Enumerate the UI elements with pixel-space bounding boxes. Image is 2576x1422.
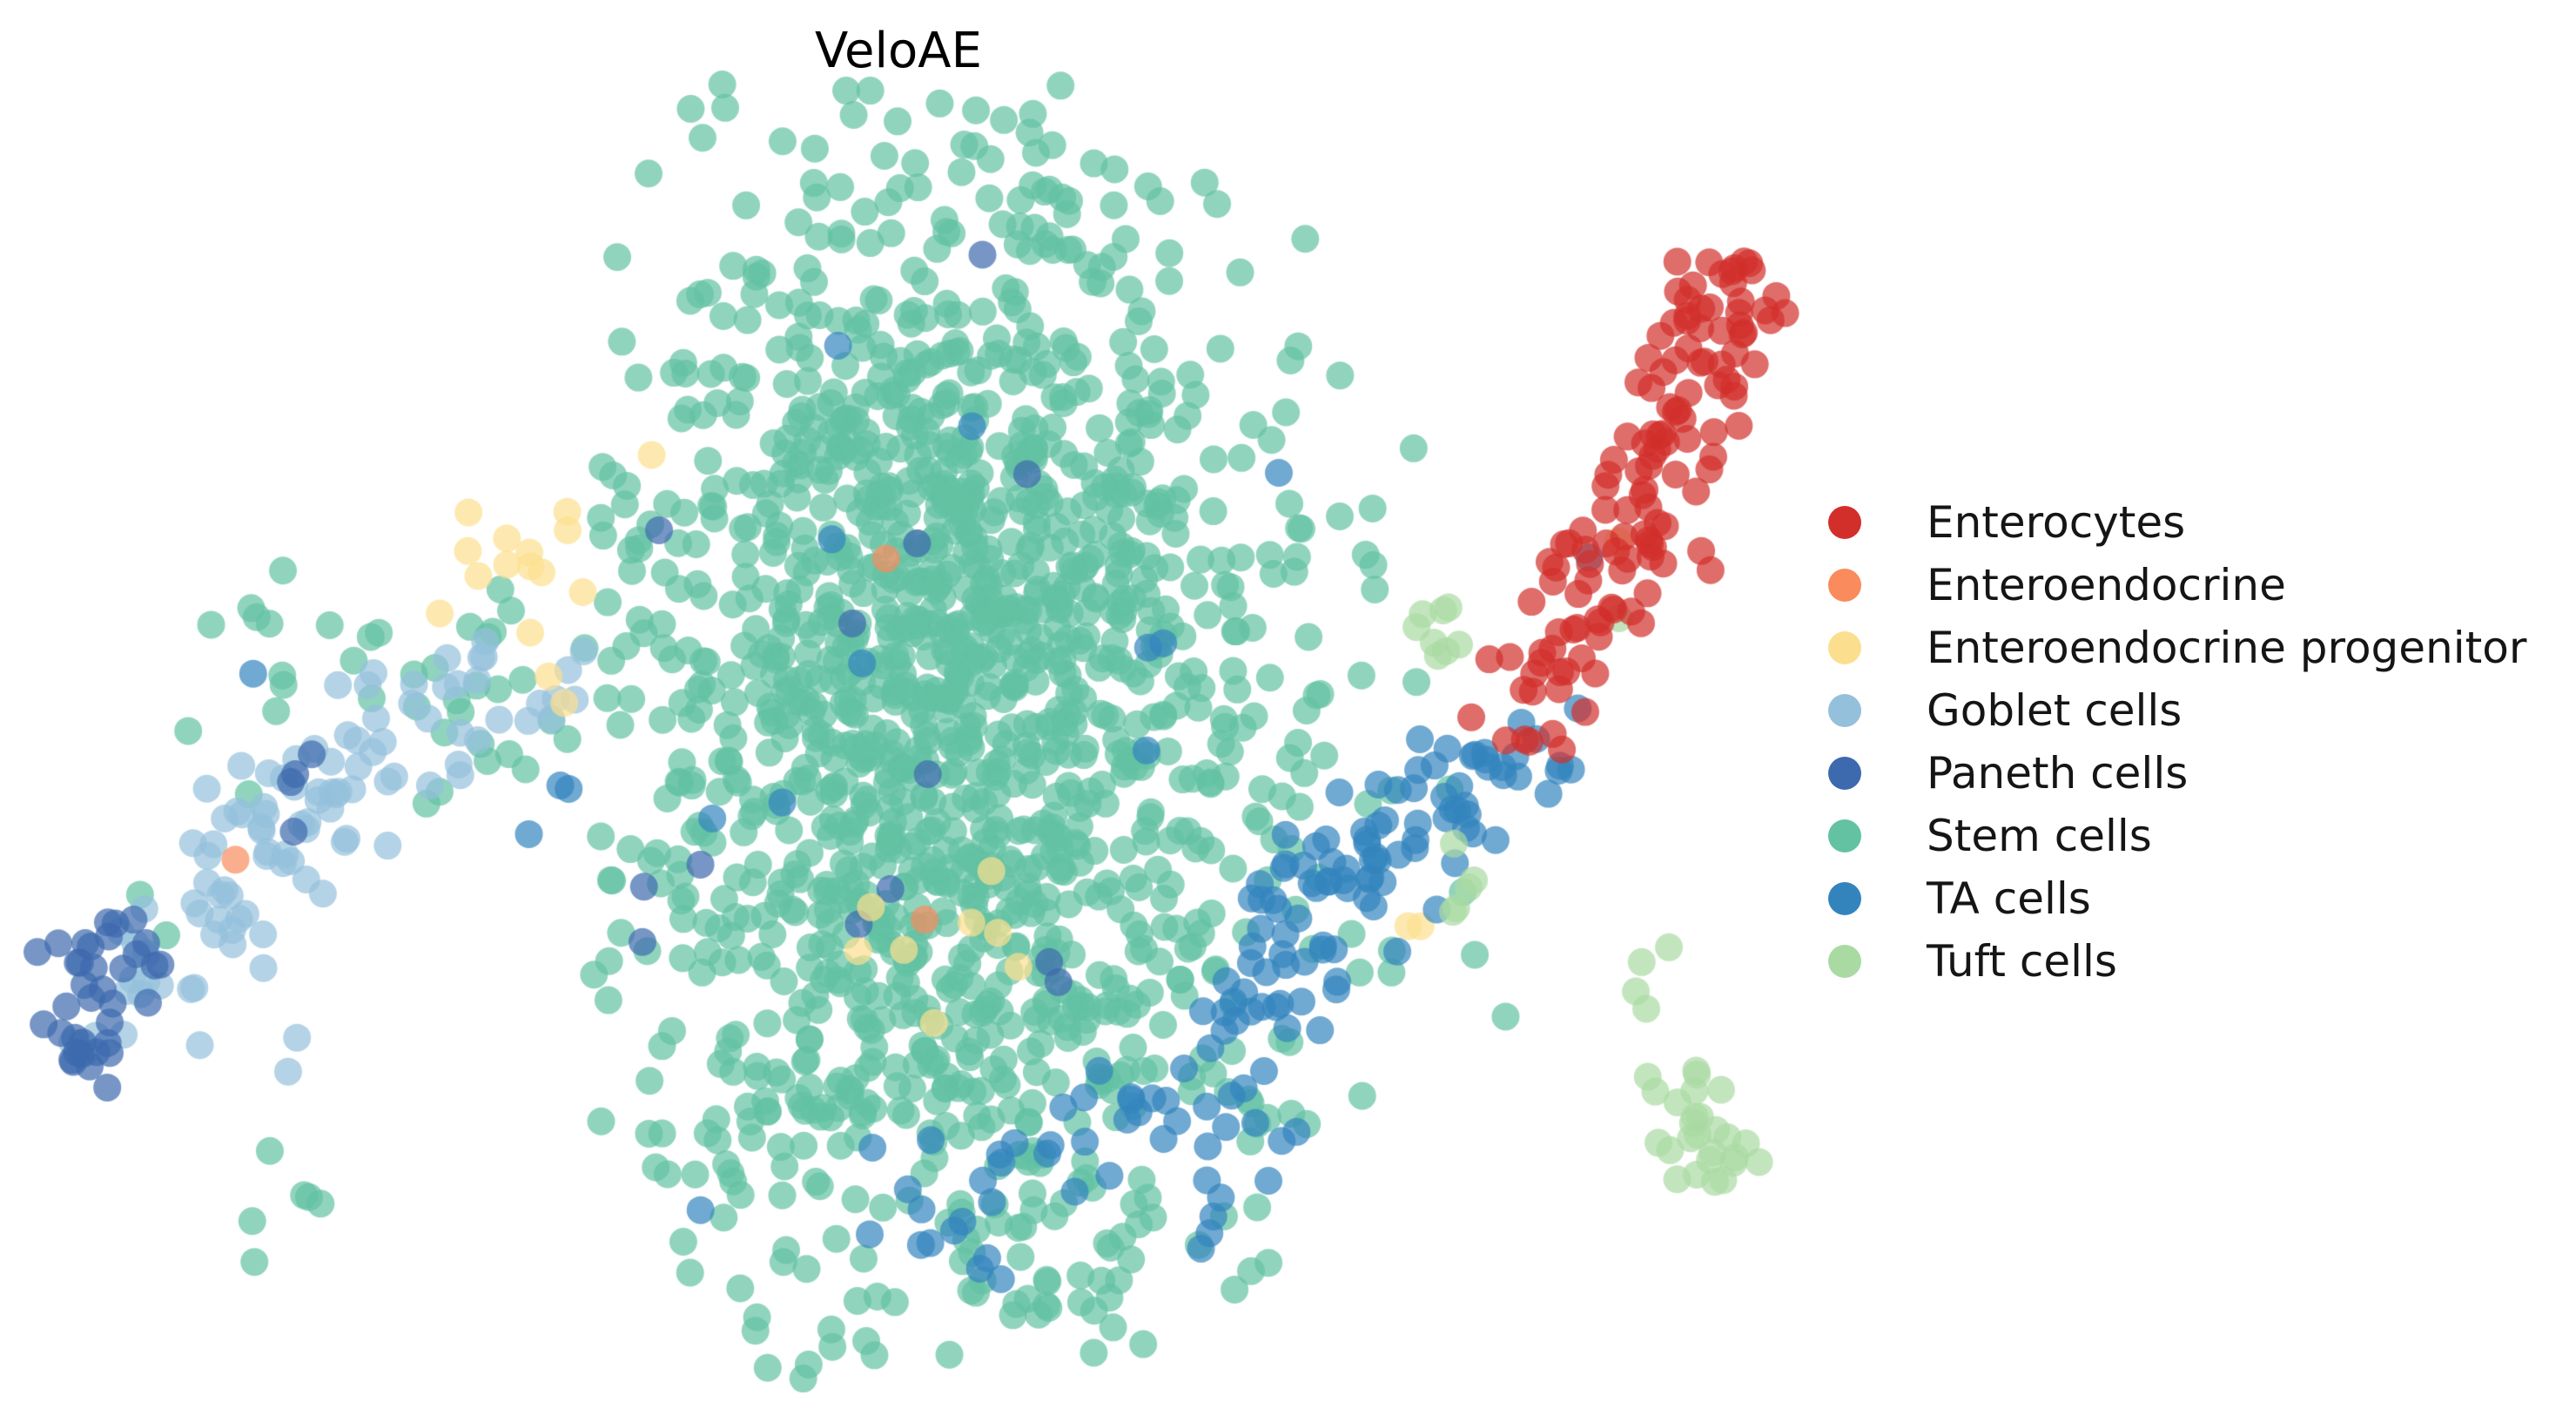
legend-label: TA cells <box>1927 873 2091 924</box>
legend-item-enteroendocrine-progenitor: Enteroendocrine progenitor <box>1828 617 2526 679</box>
legend-item-stem-cells: Stem cells <box>1828 805 2526 867</box>
legend-item-tuft-cells: Tuft cells <box>1828 930 2526 993</box>
legend-marker-icon <box>1828 882 1861 915</box>
legend-label: Enteroendocrine progenitor <box>1927 623 2527 673</box>
legend-item-paneth-cells: Paneth cells <box>1828 742 2526 805</box>
legend-label: Stem cells <box>1927 811 2152 861</box>
legend-marker-icon <box>1828 819 1861 853</box>
legend-item-goblet-cells: Goblet cells <box>1828 679 2526 742</box>
legend-marker-icon <box>1828 631 1861 664</box>
legend-label: Enteroendocrine <box>1927 560 2286 610</box>
legend-label: Paneth cells <box>1927 748 2189 799</box>
plot-title: VeloAE <box>815 23 982 79</box>
legend-item-enterocytes: Enterocytes <box>1828 491 2526 554</box>
legend-marker-icon <box>1828 694 1861 727</box>
legend-marker-icon <box>1828 506 1861 539</box>
legend-item-enteroendocrine: Enteroendocrine <box>1828 554 2526 617</box>
legend-marker-icon <box>1828 945 1861 978</box>
legend-label: Goblet cells <box>1927 685 2183 736</box>
legend-label: Enterocytes <box>1927 497 2186 548</box>
legend-marker-icon <box>1828 569 1861 602</box>
legend: Enterocytes Enteroendocrine Enteroendocrin… <box>1828 491 2526 993</box>
legend-marker-icon <box>1828 757 1861 790</box>
legend-item-ta-cells: TA cells <box>1828 867 2526 930</box>
legend-label: Tuft cells <box>1927 936 2117 987</box>
